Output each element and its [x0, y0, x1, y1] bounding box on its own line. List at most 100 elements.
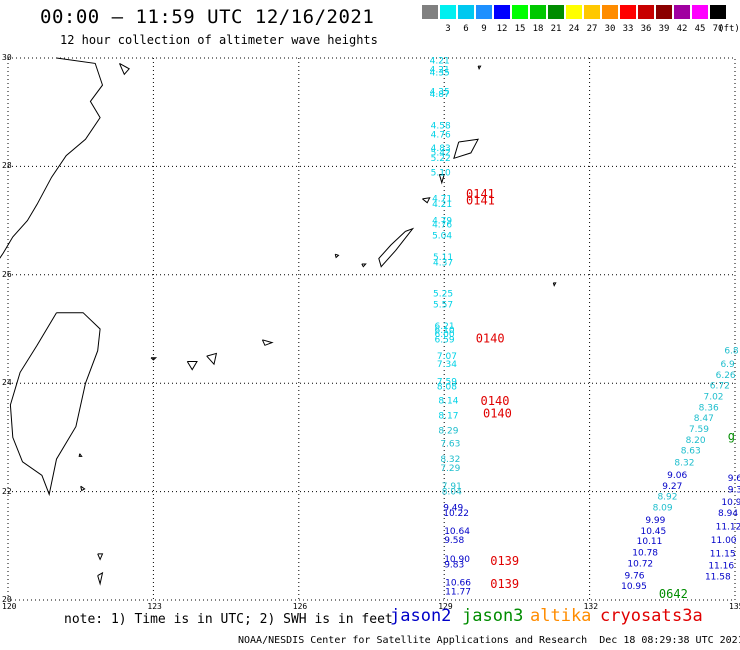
track-value-label: 8.14: [438, 396, 458, 406]
scale-swatch: [494, 5, 510, 19]
track-value-label: 8.32: [674, 459, 694, 469]
track-value-label: 9.83: [444, 560, 464, 570]
lat-tick-label: 30: [2, 53, 12, 62]
scale-swatch: [584, 5, 600, 19]
track-value-label: 10.90: [444, 555, 470, 565]
scale-swatch: [530, 5, 546, 19]
coast-ludao: [78, 453, 83, 457]
scale-swatch: [458, 5, 474, 19]
lat-tick-label: 26: [2, 269, 12, 279]
track-value-label: 4.21: [432, 200, 452, 210]
track-value-label: 7.59: [437, 377, 457, 387]
track-value-label: 6.9: [720, 360, 735, 370]
coast-batanes: [97, 571, 104, 586]
coast-ishigaki: [206, 352, 218, 366]
scale-label: 39: [658, 24, 670, 34]
coast-daito: [552, 282, 557, 287]
lon-tick-label: 132: [583, 602, 599, 611]
scale-label: 6: [463, 24, 469, 34]
track-value-label: 7.63: [440, 440, 460, 450]
track-value-label: 9.49: [443, 504, 463, 514]
track-value-label: 4.35: [430, 87, 450, 97]
lat-tick-label: 22: [2, 486, 12, 496]
track-value-label: 10.66: [445, 578, 471, 588]
track-value-label: 6.72: [710, 382, 730, 392]
track-value-label: 11.15: [710, 550, 736, 560]
scale-label: 21: [550, 24, 562, 34]
scale-label: 12: [496, 24, 508, 34]
coast-east-china-islets: [119, 62, 130, 76]
track-value-label: 5.04: [432, 231, 452, 241]
track-value-label: 8.17: [438, 411, 458, 421]
pass-number-label: 0141: [466, 193, 495, 207]
lat-tick-label: 24: [2, 378, 12, 388]
scale-swatch: [638, 5, 654, 19]
satellite-legend-s3a: s3a: [672, 606, 703, 626]
pass-number-label: 0642: [659, 587, 688, 601]
coastlines: [0, 57, 557, 586]
scale-label: 15: [514, 24, 526, 34]
track-value-label: 10.64: [444, 527, 470, 537]
lon-tick-label: 120: [2, 602, 17, 611]
lon-tick-label: 123: [147, 602, 162, 611]
track-value-label: 4.71: [432, 195, 452, 205]
track-value-label: 9.27: [662, 482, 682, 492]
track-value-label: 5.11: [433, 253, 453, 263]
page-subtitle: 12 hour collection of altimeter wave hei…: [60, 33, 378, 47]
track-value-label: 4.58: [431, 121, 451, 131]
lat-tick-label: 20: [2, 595, 12, 604]
track-value-label: 5.25: [433, 289, 453, 299]
lon-tick-label: 135: [729, 602, 740, 611]
scale-swatch: [422, 5, 438, 19]
scale-unit-label: (ft): [718, 24, 740, 34]
track-value-label: 9.99: [645, 516, 665, 526]
lat-lon-grid: [7, 57, 736, 601]
scale-swatch: [656, 5, 672, 19]
scale-label: 36: [640, 24, 652, 34]
coast-amami: [453, 138, 479, 160]
track-value-label: 7.29: [440, 464, 460, 474]
footer-credit: NOAA/NESDIS Center for Satellite Applica…: [238, 635, 740, 646]
track-value-label: 9.76: [624, 571, 644, 581]
track-value-label: 4.83: [431, 144, 451, 154]
scale-swatch: [476, 5, 492, 19]
footer-note: note: 1) Time is in UTC; 2) SWH is in fe…: [64, 612, 393, 627]
track-value-label: 4.21: [430, 56, 450, 66]
scale-swatch: [602, 5, 618, 19]
track-value-label: 4.21: [430, 66, 450, 76]
track-value-label: 7.07: [437, 352, 457, 362]
coast-miyako: [261, 339, 274, 346]
track-value-label: 4.35: [430, 68, 450, 78]
scale-label: 3: [445, 24, 451, 34]
track-value-label: 4.76: [432, 221, 452, 231]
coast-iriomote: [186, 361, 198, 371]
track-value-label: 10.9: [721, 498, 740, 508]
map-frame: [7, 57, 736, 601]
track-value-label: 6.21: [435, 322, 455, 332]
pass-number-label: 0140: [476, 332, 505, 346]
track-value-label: 9.58: [444, 536, 464, 546]
scale-label: 45: [694, 24, 706, 34]
scale-label: 70: [712, 24, 724, 34]
track-value-label: 4.87: [430, 90, 450, 100]
scale-swatch: [692, 5, 708, 19]
satellite-legend-jason2: jason2: [390, 606, 452, 626]
lon-tick-label: 126: [292, 602, 308, 611]
pass-number-label: 0140: [483, 406, 512, 420]
scale-label: 27: [586, 24, 598, 34]
track-value-label: 6.8: [724, 346, 739, 356]
scale-swatch: [548, 5, 564, 19]
track-value-label: 11.77: [445, 588, 471, 598]
track-value-label: 10.11: [637, 537, 663, 547]
track-value-label: 4.37: [433, 259, 453, 269]
track-values: 4.214.214.354.354.874.584.764.835.425.22…: [430, 56, 740, 597]
track-value-label: 4.76: [431, 131, 451, 141]
lat-tick-label: 28: [2, 161, 12, 171]
scale-label: 18: [532, 24, 544, 34]
track-value-label: 7.02: [703, 392, 723, 402]
track-value-label: 8.94: [718, 509, 738, 519]
track-value-label: 8.29: [438, 427, 458, 437]
track-value-label: 5.22: [431, 154, 451, 164]
